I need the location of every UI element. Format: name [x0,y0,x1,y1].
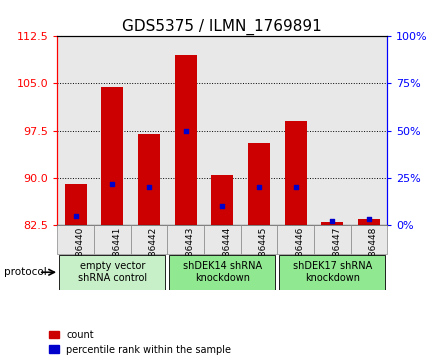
Point [182,128,189,134]
Bar [167,36,204,225]
Bar [358,219,380,225]
Bar [277,36,314,225]
Bar [138,134,160,225]
FancyBboxPatch shape [241,225,277,254]
Text: GSM1486445: GSM1486445 [259,227,268,287]
Bar [321,222,343,225]
Text: GSM1486446: GSM1486446 [296,227,304,287]
Title: GDS5375 / ILMN_1769891: GDS5375 / ILMN_1769891 [122,19,322,35]
Text: GSM1486442: GSM1486442 [149,227,158,287]
Text: GSM1486444: GSM1486444 [222,227,231,287]
Point [219,203,226,209]
Point [109,181,116,187]
Bar [314,36,351,225]
FancyBboxPatch shape [167,225,204,254]
Text: shDEK14 shRNA
knockdown: shDEK14 shRNA knockdown [183,261,262,283]
Bar [101,87,123,225]
FancyBboxPatch shape [57,225,94,254]
Text: GSM1486443: GSM1486443 [186,227,194,287]
Point [292,184,299,190]
FancyBboxPatch shape [131,225,167,254]
Point [72,213,79,219]
FancyBboxPatch shape [204,225,241,254]
Bar [248,143,270,225]
Point [255,184,262,190]
Text: GSM1486447: GSM1486447 [332,227,341,287]
Bar [94,36,131,225]
Bar [211,175,233,225]
FancyBboxPatch shape [169,255,275,290]
FancyBboxPatch shape [277,225,314,254]
FancyBboxPatch shape [351,225,387,254]
Legend: count, percentile rank within the sample: count, percentile rank within the sample [49,330,231,355]
Bar [65,184,87,225]
Bar [204,36,241,225]
Text: protocol: protocol [4,267,47,277]
Bar [285,121,307,225]
Bar [241,36,277,225]
Text: empty vector
shRNA control: empty vector shRNA control [77,261,147,283]
Bar [57,36,94,225]
FancyBboxPatch shape [94,225,131,254]
Bar [351,36,387,225]
Bar [131,36,167,225]
Text: GSM1486448: GSM1486448 [369,227,378,287]
FancyBboxPatch shape [59,255,165,290]
Bar [175,55,197,225]
Text: GSM1486440: GSM1486440 [76,227,84,287]
FancyBboxPatch shape [279,255,385,290]
FancyBboxPatch shape [314,225,351,254]
Point [365,216,372,222]
Point [329,219,336,224]
Point [145,184,152,190]
Text: GSM1486441: GSM1486441 [112,227,121,287]
Text: shDEK17 shRNA
knockdown: shDEK17 shRNA knockdown [293,261,372,283]
